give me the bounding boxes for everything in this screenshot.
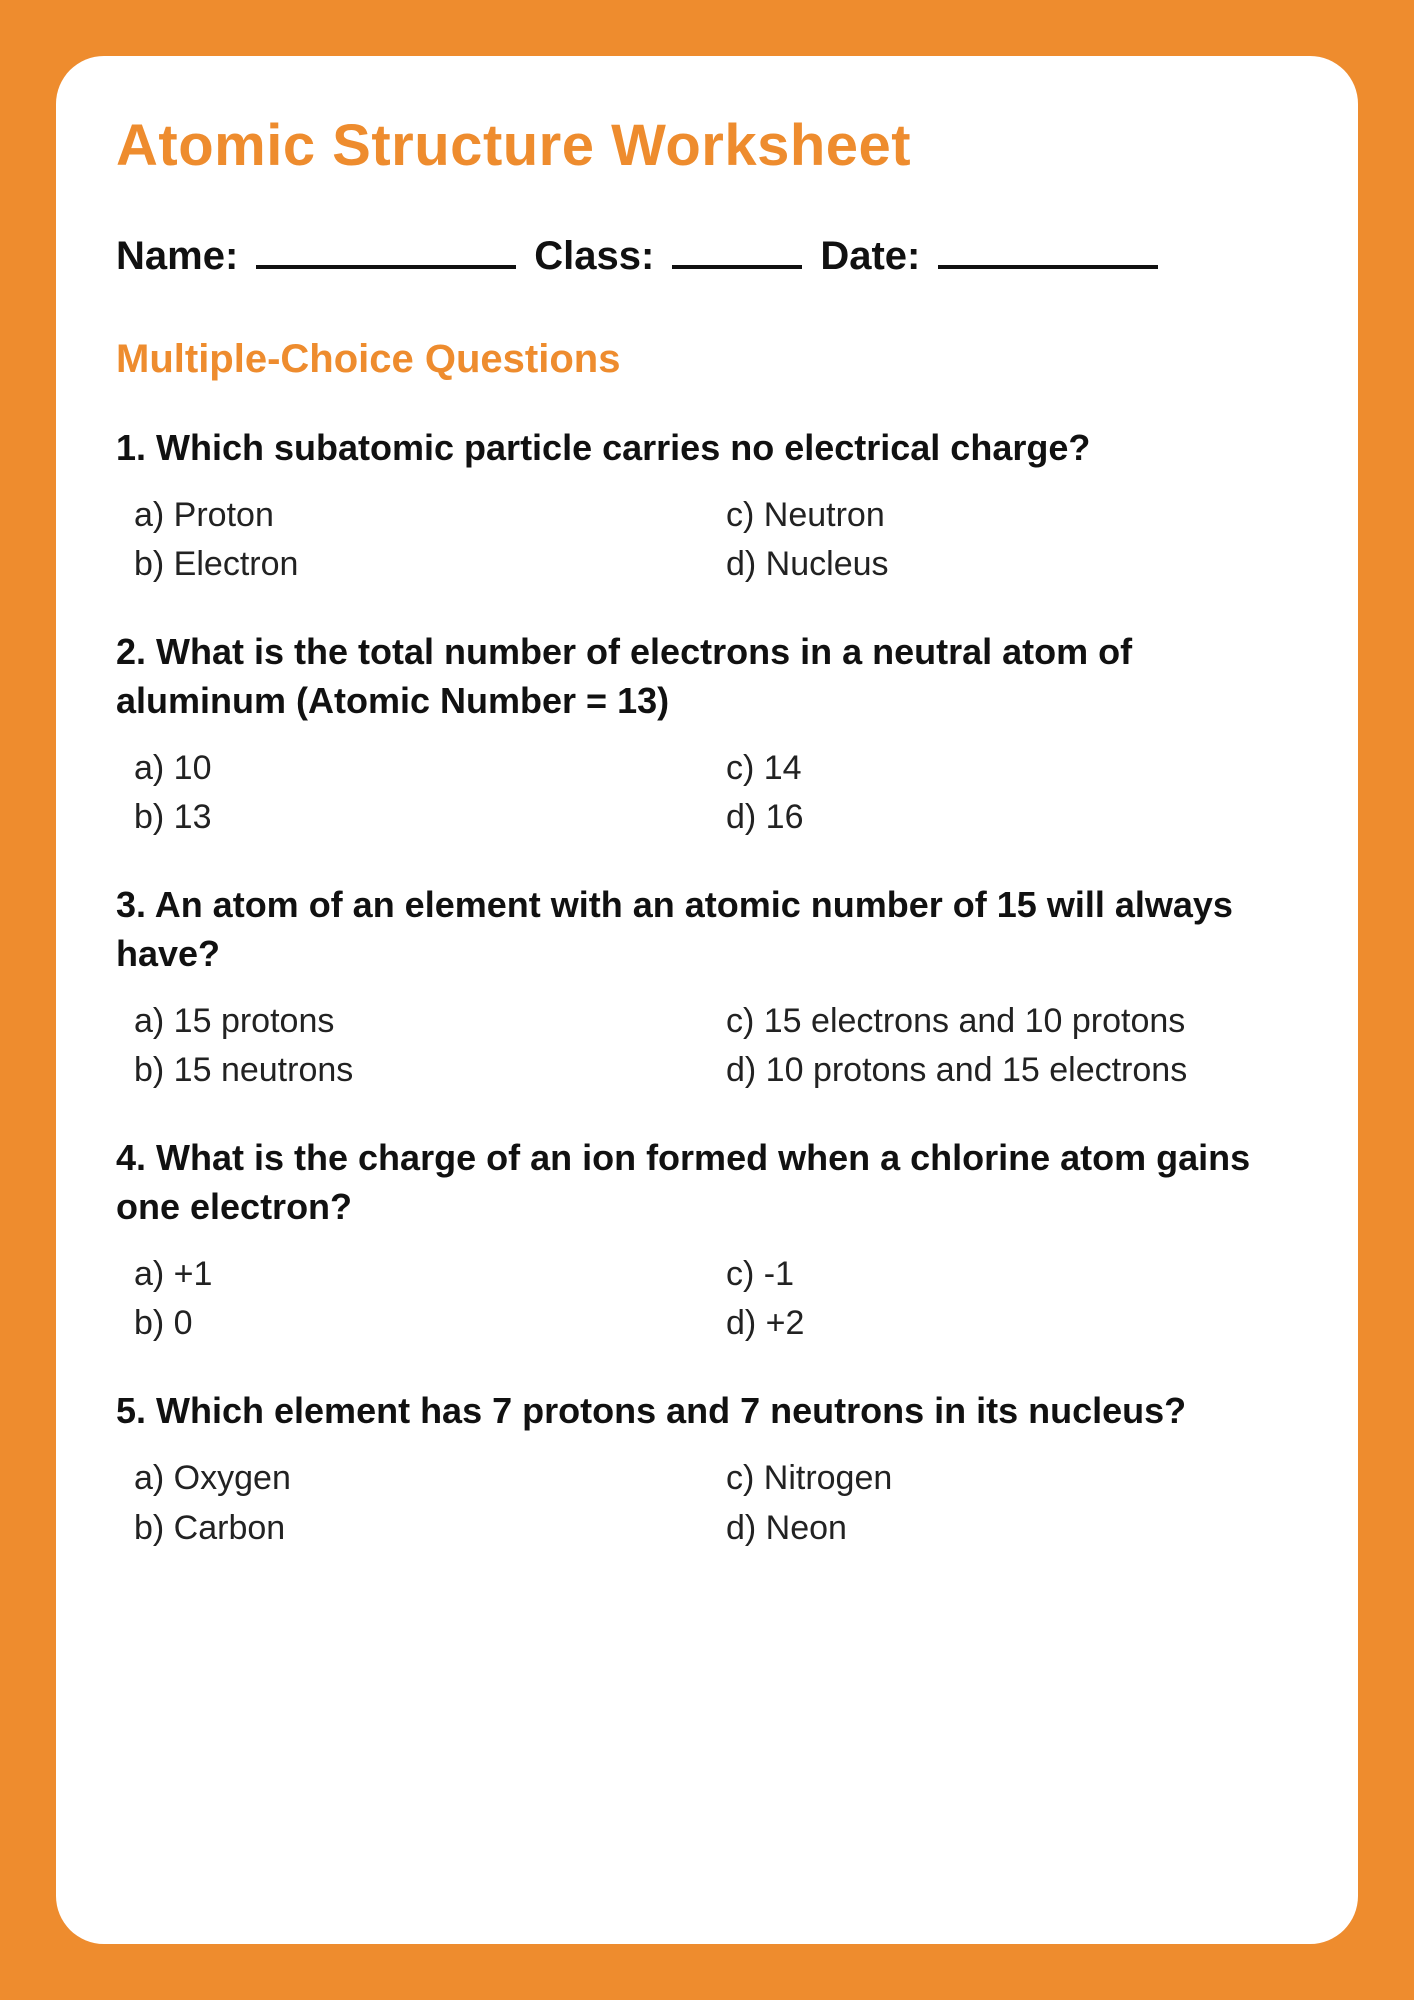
option-d[interactable]: d) Nucleus [726,542,1298,588]
option-a[interactable]: a) Proton [134,493,706,539]
date-label: Date: [820,234,920,279]
option-c[interactable]: c) 15 electrons and 10 protons [726,999,1298,1045]
worksheet-card: Atomic Structure Worksheet Name: Class: … [56,56,1358,1944]
question-prompt: 1. Which subatomic particle carries no e… [116,424,1298,473]
question-options: a) 15 protons b) 15 neutrons c) 15 elect… [116,999,1298,1095]
question-1: 1. Which subatomic particle carries no e… [116,424,1298,588]
question-options: a) +1 b) 0 c) -1 d) +2 [116,1252,1298,1348]
option-b[interactable]: b) 13 [134,795,706,841]
option-b[interactable]: b) Carbon [134,1506,706,1552]
option-a[interactable]: a) 15 protons [134,999,706,1045]
option-c[interactable]: c) Nitrogen [726,1456,1298,1502]
question-2: 2. What is the total number of electrons… [116,628,1298,841]
date-blank[interactable] [938,233,1158,269]
question-options: a) Oxygen b) Carbon c) Nitrogen d) Neon [116,1456,1298,1552]
question-prompt: 3. An atom of an element with an atomic … [116,881,1298,978]
option-b[interactable]: b) Electron [134,542,706,588]
option-d[interactable]: d) +2 [726,1301,1298,1347]
name-blank[interactable] [256,233,516,269]
name-label: Name: [116,234,238,279]
question-options: a) 10 b) 13 c) 14 d) 16 [116,746,1298,842]
section-heading: Multiple-Choice Questions [116,337,1298,382]
question-3: 3. An atom of an element with an atomic … [116,881,1298,1094]
question-5: 5. Which element has 7 protons and 7 neu… [116,1387,1298,1551]
option-d[interactable]: d) 16 [726,795,1298,841]
option-a[interactable]: a) Oxygen [134,1456,706,1502]
question-prompt: 5. Which element has 7 protons and 7 neu… [116,1387,1298,1436]
question-options: a) Proton b) Electron c) Neutron d) Nucl… [116,493,1298,589]
option-a[interactable]: a) 10 [134,746,706,792]
option-c[interactable]: c) 14 [726,746,1298,792]
class-blank[interactable] [672,233,802,269]
option-b[interactable]: b) 15 neutrons [134,1048,706,1094]
worksheet-title: Atomic Structure Worksheet [116,112,1298,179]
student-info-row: Name: Class: Date: [116,233,1298,279]
option-c[interactable]: c) Neutron [726,493,1298,539]
class-label: Class: [534,234,654,279]
option-d[interactable]: d) 10 protons and 15 electrons [726,1048,1298,1094]
question-prompt: 4. What is the charge of an ion formed w… [116,1134,1298,1231]
option-b[interactable]: b) 0 [134,1301,706,1347]
option-c[interactable]: c) -1 [726,1252,1298,1298]
option-d[interactable]: d) Neon [726,1506,1298,1552]
question-prompt: 2. What is the total number of electrons… [116,628,1298,725]
question-4: 4. What is the charge of an ion formed w… [116,1134,1298,1347]
option-a[interactable]: a) +1 [134,1252,706,1298]
